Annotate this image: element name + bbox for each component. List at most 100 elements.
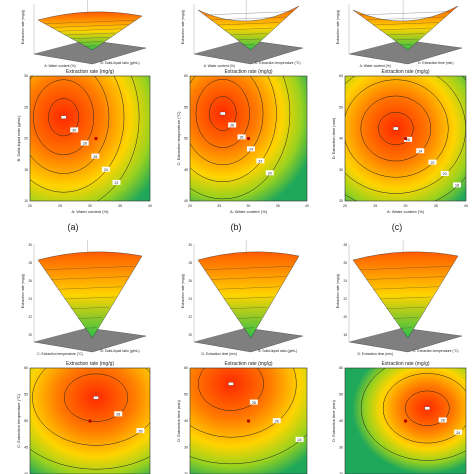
contour-line [195, 79, 250, 148]
response-surface [37, 11, 143, 51]
optimum-marker [220, 111, 226, 116]
surface-mesh-line [210, 16, 287, 21]
y-axis-label: C: Extraction temperature (°C) [176, 111, 181, 166]
z-tick-label: 28 [188, 261, 192, 265]
contour-lines: 18 20 22 24 26 [345, 76, 466, 201]
surface-mesh-line [379, 27, 432, 31]
surface-y-label: B: Solid-liquid ratio (g/mL) [100, 349, 139, 353]
contour-line [30, 76, 125, 193]
y-tick-label: 50 [184, 137, 188, 141]
contour-label: 24 [104, 168, 108, 172]
surface-mesh-line [366, 16, 445, 21]
z-tick-label: 30 [188, 243, 192, 247]
contour-line [360, 368, 466, 461]
x-tick-label: 40 [148, 204, 152, 208]
contour-label: 28 [116, 413, 120, 417]
z-axis-label: Extraction rate (mg/g) [181, 10, 185, 45]
contour-label: 26 [441, 419, 445, 423]
z-tick-label: 26 [343, 261, 347, 265]
contour-label-box [416, 148, 425, 154]
panel-5: 18 20 22 24 26 Extraction rate (mg/g) 20 25 30 35… [331, 69, 468, 214]
y-axis-label: C: Extraction temperature (°C) [16, 393, 21, 448]
contour-line [190, 76, 264, 165]
surface-mesh-line [366, 276, 445, 280]
contour-label: 24 [418, 149, 422, 153]
y-tick-label: 60 [339, 366, 343, 370]
surface-mesh-line [204, 11, 293, 16]
z-axis-label: Extraction rate (mg/g) [21, 274, 25, 309]
contour-line [190, 76, 291, 200]
surface-y-label: B: Solid-liquid ratio (g/mL) [258, 349, 297, 353]
contour-plot-area [29, 75, 151, 202]
y-tick-label: 50 [339, 105, 343, 109]
y-tick-label: 40 [184, 199, 188, 203]
optimum-marker [393, 126, 399, 131]
surface-mesh-line [243, 327, 254, 329]
z-tick-label: 20 [343, 315, 347, 319]
contour-label-box [265, 170, 274, 176]
surface-mesh-line [217, 22, 280, 26]
panel-0: Extraction rate (mg/g) A: Water content (… [21, 0, 147, 68]
y-tick-label: 50 [339, 393, 343, 397]
contour-label: 28 [230, 124, 234, 128]
y-tick-label: 40 [184, 419, 188, 423]
contour-label: 22 [115, 181, 119, 185]
contour-title: Extraction rate (mg/g) [381, 69, 429, 75]
response-surface [197, 5, 300, 51]
x-tick-label: 25 [58, 204, 62, 208]
contour-label: 20 [268, 171, 272, 175]
y-axis-label: D: Extraction time (min) [331, 399, 336, 441]
contour-label: 20 [443, 172, 447, 176]
contour-line [33, 79, 95, 155]
contour-label: 22 [258, 160, 262, 164]
z-tick-label: 28 [28, 261, 32, 265]
z-tick-label: 24 [28, 297, 32, 301]
contour-line [360, 95, 432, 162]
contour-lines: 22 24 26 28 30 [30, 76, 140, 201]
surface-mesh-line [210, 276, 287, 280]
optimum-marker [93, 396, 99, 400]
contour-label-box [101, 166, 110, 172]
y-axis-label: D: Extraction time (min) [176, 399, 181, 441]
contour-label-box [404, 136, 413, 142]
response-surface [197, 251, 300, 339]
z-tick-label: 26 [188, 279, 192, 283]
contour-title: Extraction rate (mg/g) [224, 69, 272, 75]
x-tick-label: 35 [276, 204, 280, 208]
contour-label-box [136, 428, 145, 434]
z-tick-label: 22 [188, 315, 192, 319]
surface-mesh-line [359, 266, 452, 270]
contour-label: 28 [252, 401, 256, 405]
y-tick-label: 40 [339, 419, 343, 423]
contour-line [32, 368, 150, 446]
contour-line [30, 76, 140, 201]
contour-line [198, 368, 264, 411]
x-tick-label: 25 [373, 204, 377, 208]
panel-7: 20 22 24 26 28 30 Extraction rate (mg/g) D: Ext… [181, 240, 304, 356]
surface-mesh-line [230, 33, 267, 36]
x-tick-label: 40 [464, 204, 468, 208]
contour-label-box [452, 182, 461, 188]
z-tick-label: 24 [188, 297, 192, 301]
surface-mesh-line [64, 32, 116, 36]
y-tick-label: 50 [184, 393, 188, 397]
contour-label-box [159, 445, 167, 450]
contour-label: 26 [139, 429, 143, 433]
z-tick-label: 18 [343, 333, 347, 337]
contour-label-box [228, 122, 237, 128]
optimum-marker [228, 382, 234, 386]
surface-mesh-line [386, 307, 425, 309]
contour-label-box [246, 146, 255, 152]
contour-line [63, 373, 129, 422]
contour-label: 24 [249, 148, 253, 152]
surface-mesh-line [223, 296, 274, 300]
y-tick-label: 30 [24, 74, 28, 78]
y-tick-label: 20 [339, 199, 343, 203]
contour-line [190, 76, 277, 183]
surface-mesh-line [230, 307, 267, 309]
surface-mesh-line [236, 38, 261, 41]
y-tick-label: 60 [24, 366, 28, 370]
surface-x-label: D: Extraction time (min) [358, 352, 393, 356]
contour-label-box [470, 442, 474, 447]
